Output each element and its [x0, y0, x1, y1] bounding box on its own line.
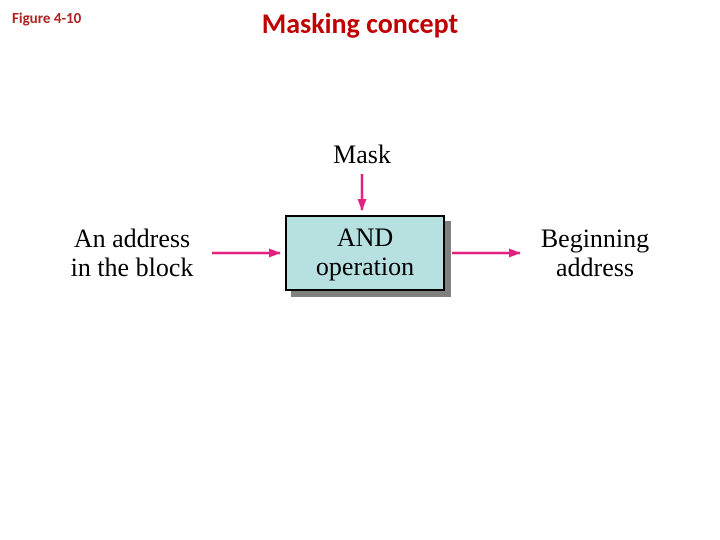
operation-label-line1: AND	[316, 224, 414, 253]
output-label: Beginning address	[530, 225, 660, 282]
output-label-line2: address	[530, 254, 660, 283]
operation-label-line2: operation	[316, 253, 414, 282]
input-label: An address in the block	[62, 225, 202, 282]
operation-box: AND operation	[285, 215, 445, 291]
input-label-line1: An address	[62, 225, 202, 254]
output-label-line1: Beginning	[530, 225, 660, 254]
mask-label: Mask	[327, 140, 397, 170]
diagram-container: Mask An address in the block AND operati…	[0, 0, 720, 540]
input-label-line2: in the block	[62, 254, 202, 283]
